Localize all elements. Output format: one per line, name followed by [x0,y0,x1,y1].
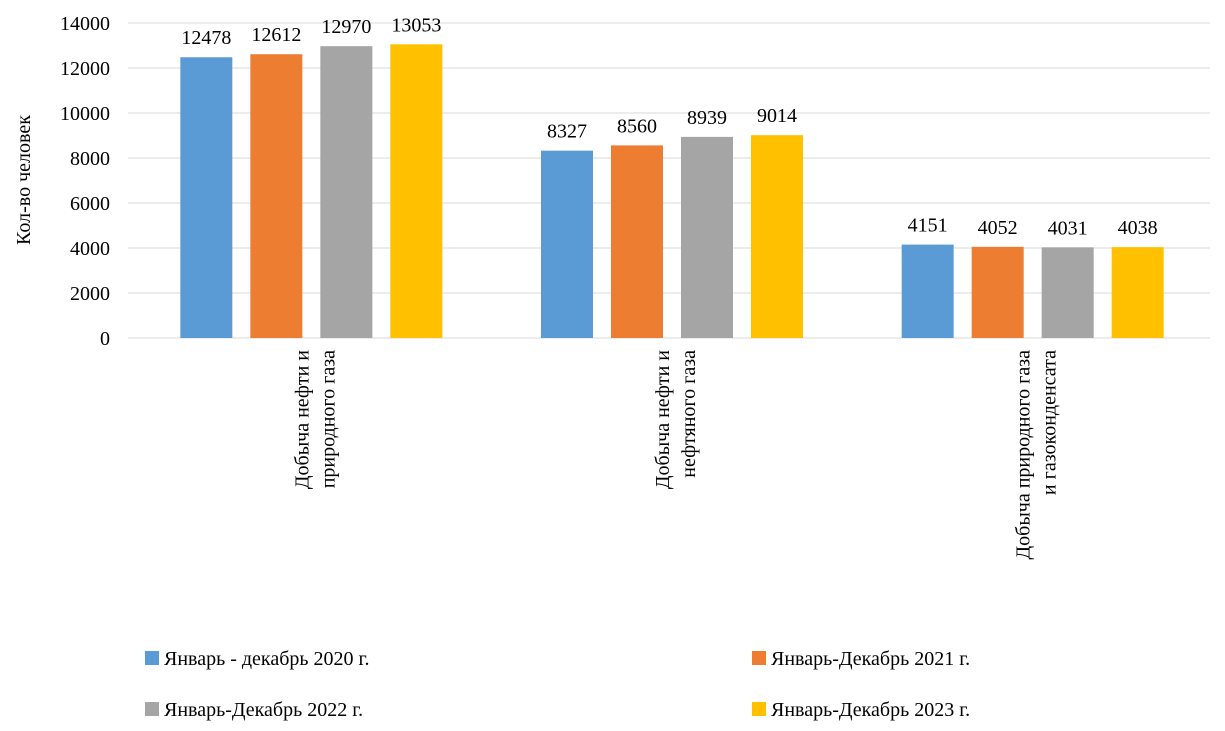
x-category-label-line: Добыча нефти и [652,350,674,489]
bar [751,135,803,338]
legend-item: Январь-Декабрь 2021 г. [752,648,970,670]
data-label: 8939 [687,107,727,129]
y-tick-label: 6000 [70,193,110,215]
data-label: 12612 [251,24,301,46]
legend-label: Январь-Декабрь 2021 г. [771,648,970,670]
x-category-label-line: Добыча природного газа [1013,350,1035,560]
bar [180,57,233,339]
bar [901,244,954,338]
bar [320,46,373,339]
legend-label: Январь - декабрь 2020 г. [164,648,369,670]
data-label: 12478 [181,27,231,49]
data-label: 8327 [547,121,587,143]
legend: Январь - декабрь 2020 г. Январь-Декабрь 2… [145,648,970,721]
y-tick-label: 8000 [70,148,110,170]
data-label: 4038 [1118,217,1158,239]
y-axis-ticks: 0 2000 4000 6000 8000 10000 12000 14000 [60,13,110,350]
x-category-label-line: Добыча нефти и [291,350,313,489]
bar [971,246,1024,338]
y-tick-label: 0 [100,328,110,350]
gridlines [128,22,1210,339]
bar [611,145,663,338]
x-category-label-line: нефтяного газа [678,350,700,478]
y-tick-label: 10000 [60,103,110,125]
legend-item: Январь - декабрь 2020 г. [145,648,369,670]
legend-swatch [145,702,159,716]
y-tick-label: 4000 [70,238,110,260]
x-category-label: Добыча природного газа и газоконденсата [1013,350,1061,560]
bars [180,44,1164,339]
x-axis-categories: Добыча нефти и природного газа Добыча нефт… [291,350,1060,560]
data-label: 4052 [978,217,1018,239]
data-label: 4151 [908,215,948,237]
legend-swatch [752,702,766,716]
legend-swatch [752,651,766,665]
bar [1041,247,1094,338]
data-label: 13053 [391,14,441,36]
legend-item: Январь-Декабрь 2023 г. [752,699,970,721]
data-label: 9014 [757,105,797,127]
y-tick-label: 12000 [60,58,110,80]
bar [541,150,593,338]
x-category-label-line: и газоконденсата [1039,350,1061,495]
data-label: 8560 [617,115,657,137]
legend-label: Январь-Декабрь 2022 г. [164,699,363,721]
bar [250,54,303,338]
bar [1111,247,1164,338]
bar [390,44,443,339]
x-category-label: Добыча нефти и природного газа [291,350,339,489]
x-category-label: Добыча нефти и нефтяного газа [652,350,700,489]
bar [681,136,733,338]
x-category-label-line: природного газа [317,350,339,488]
data-labels: 12478 12612 12970 13053 8327 8560 8939 9014 4151… [181,14,1157,239]
data-label: 12970 [321,16,371,38]
y-tick-label: 14000 [60,13,110,35]
data-label: 4031 [1048,217,1088,239]
legend-swatch [145,651,159,665]
legend-item: Январь-Декабрь 2022 г. [145,699,363,721]
y-axis-title: Кол-во человек [13,115,35,245]
y-tick-label: 2000 [70,283,110,305]
legend-label: Январь-Декабрь 2023 г. [771,699,970,721]
